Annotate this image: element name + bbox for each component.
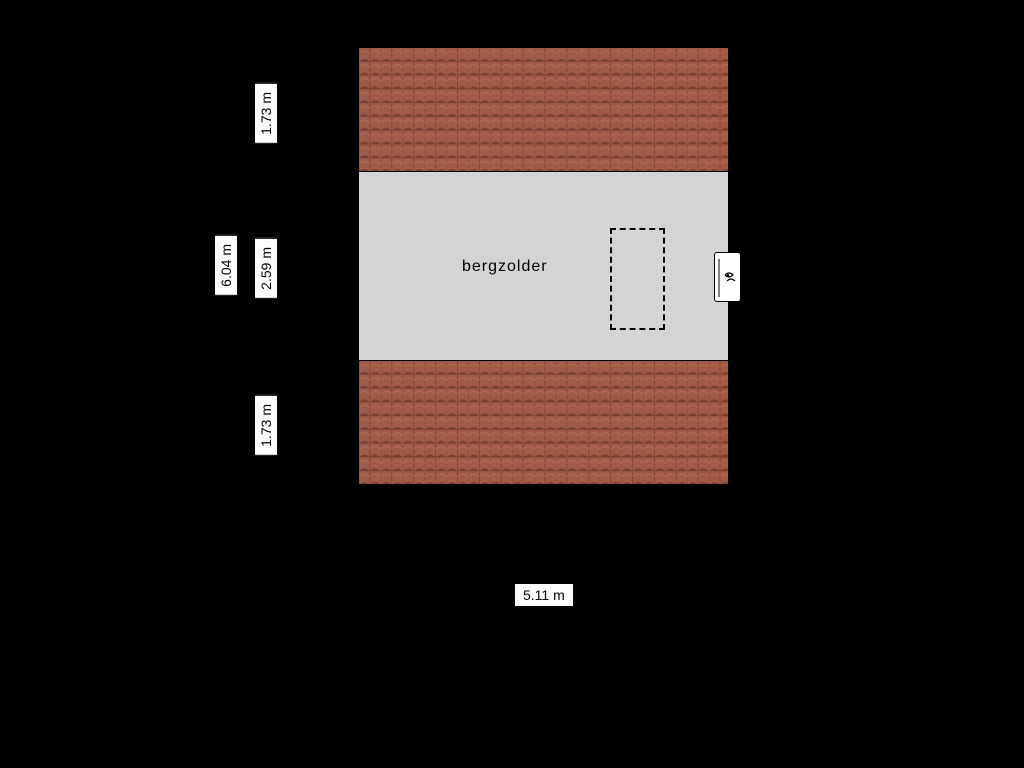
- dim-label-floor-height: 2.59 m: [254, 238, 278, 299]
- boiler-icon: [715, 253, 742, 303]
- room-label-bergzolder: bergzolder: [462, 258, 548, 276]
- roof-bottom: [358, 360, 729, 485]
- dim-label-roof-top: 1.73 m: [254, 83, 278, 144]
- roof-tiles-bottom: [359, 361, 728, 484]
- roof-tiles-top: [359, 48, 728, 171]
- roof-top: [358, 47, 729, 172]
- dim-label-width: 5.11 m: [514, 583, 574, 607]
- stair-opening: [610, 228, 665, 330]
- dim-label-total-height: 6.04 m: [214, 235, 238, 296]
- dim-label-roof-bottom: 1.73 m: [254, 395, 278, 456]
- boiler-unit: [714, 252, 741, 302]
